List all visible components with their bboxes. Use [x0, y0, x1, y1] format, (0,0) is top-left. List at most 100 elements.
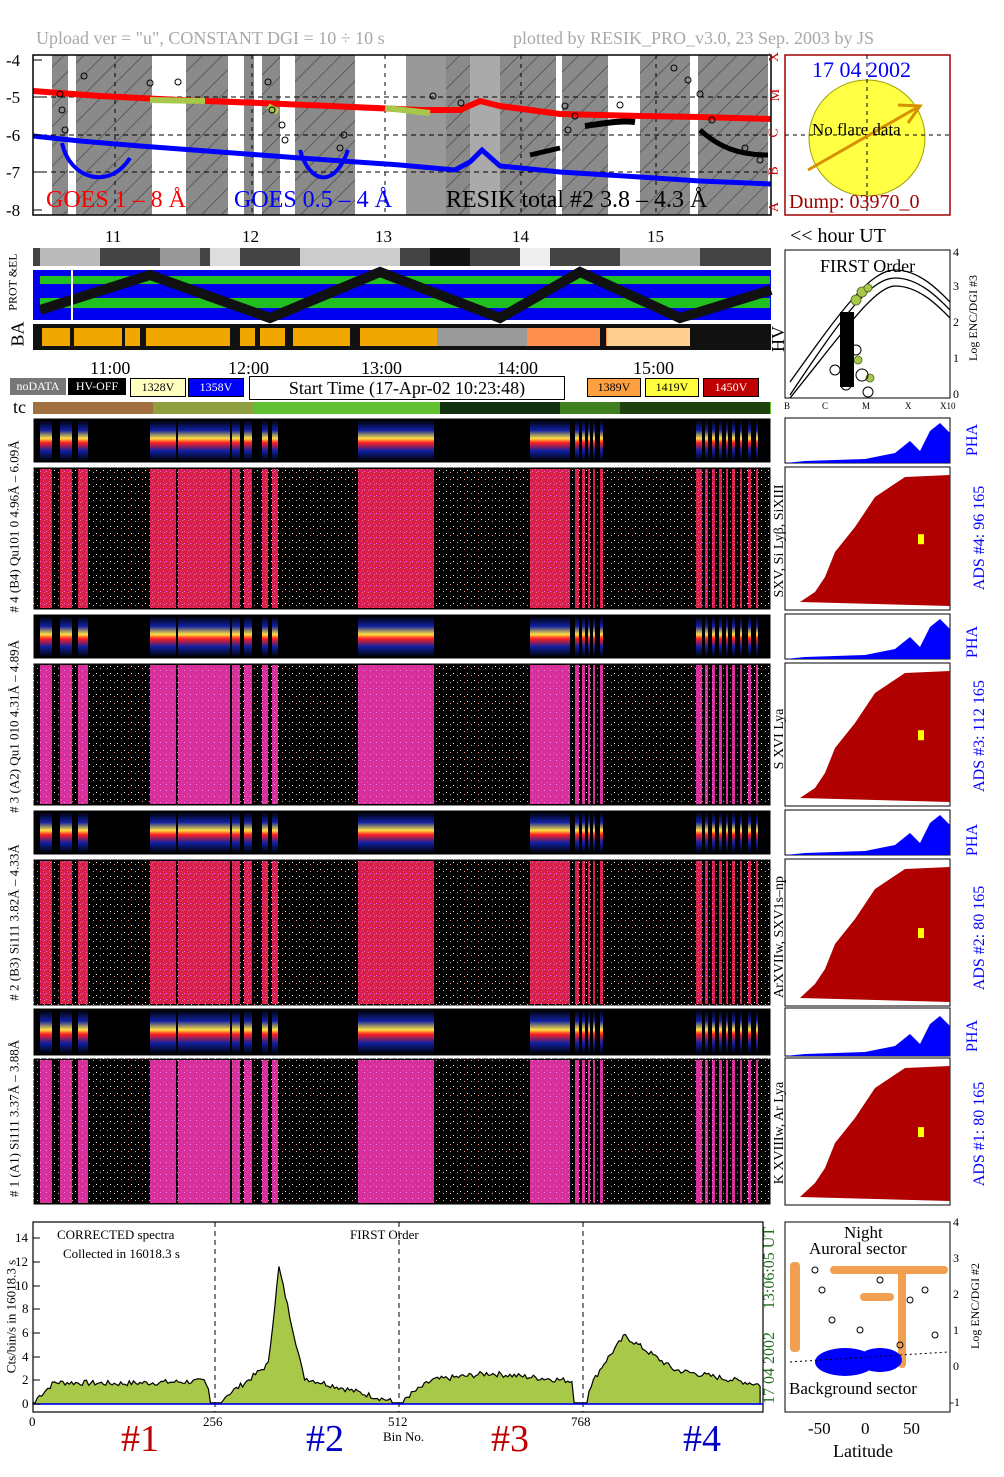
pha-band: [740, 616, 742, 657]
pha-strip: [33, 418, 771, 463]
orbit-ytick: 1: [953, 1323, 959, 1337]
spectrogram-band: [582, 1060, 585, 1203]
channel-label-2: # 2 (B3) Si111 3.82Å – 4.33Å: [6, 844, 22, 1001]
time-tick: 15:00: [633, 358, 675, 378]
plotted-by: plotted by RESIK_PRO_v3.0, 23 Sep. 2003 …: [513, 28, 875, 48]
spectrum-collected: Collected in 16018.3 s: [63, 1246, 180, 1261]
pha-histogram-frame: [784, 1007, 951, 1057]
pha-frame: [32, 417, 772, 464]
pha-strip: [33, 614, 771, 659]
spectrogram-band: [262, 1060, 268, 1203]
spectrogram-band: [756, 1060, 758, 1203]
spectrogram-band: [748, 469, 751, 608]
legend-start-time: Start Time (17-Apr-02 10:23:48): [249, 376, 565, 400]
pha-band: [244, 812, 252, 853]
ads-histogram-frame: [784, 858, 951, 1007]
channel-lines-4: SXV, Si Lyβ, SiXIII: [772, 484, 787, 598]
spectrogram-band: [756, 861, 758, 1004]
spectrogram-band: [748, 861, 751, 1004]
hour-tick: 11: [105, 227, 122, 246]
pha-band: [272, 420, 278, 461]
spectrogram-strip: [33, 663, 771, 806]
spectrogram-band: [740, 665, 742, 804]
spectrum-corrected: CORRECTED spectra: [57, 1227, 175, 1242]
spectrogram-band: [600, 861, 603, 1004]
first-order-xtick: C: [822, 401, 829, 411]
spectrum-ytick: 14: [15, 1230, 28, 1245]
spectrogram-frame: [32, 662, 772, 807]
pha-band: [726, 616, 728, 657]
pha-band: [262, 812, 268, 853]
spectrum-xtick: 256: [203, 1414, 223, 1429]
status-label-hv: HV: [768, 326, 788, 352]
pha-band: [593, 812, 595, 853]
spectrogram-band: [696, 861, 702, 1004]
ads-label-3: ADS #3: 112 165: [971, 680, 988, 792]
channel-label-3: # 3 (A2) Qu1 010 4.31Å – 4.89Å: [6, 640, 22, 813]
spectrogram-band: [40, 861, 52, 1004]
spectrogram-strip: [33, 467, 771, 610]
spectrum-ytick: 10: [15, 1278, 28, 1293]
pha-label-4: PHA: [964, 423, 982, 457]
spectrogram-band: [582, 469, 585, 608]
channel-lines-3: S XVI Lya: [772, 708, 787, 770]
spectrum-xtick: 768: [571, 1414, 591, 1429]
hour-ut-label: << hour UT: [790, 225, 886, 247]
pha-band: [748, 1010, 751, 1054]
pha-band: [696, 616, 702, 657]
spectrum-ytick: 12: [15, 1254, 28, 1269]
channel-mark-1: #1: [121, 1418, 159, 1460]
pha-band: [582, 812, 585, 853]
spectrogram-band: [582, 665, 585, 804]
spectrogram-band: [178, 469, 230, 608]
spectrogram-band: [530, 665, 570, 804]
channel-mark-2: #2: [306, 1418, 344, 1460]
spectrogram-band: [748, 1060, 751, 1203]
goes-class-letter: M: [768, 88, 784, 102]
spectrogram-band: [732, 861, 735, 1004]
pha-band: [756, 812, 758, 853]
orbit-xtick: 50: [903, 1419, 920, 1438]
pha-band: [732, 616, 735, 657]
spectrogram-band: [358, 665, 434, 804]
spectrogram-band: [358, 1060, 434, 1203]
ads-marker: [918, 1127, 924, 1138]
spectrogram-band: [756, 665, 758, 804]
orbit-ytick: 0: [953, 1359, 959, 1373]
legend-goes-short: GOES 0.5 – 4 Å: [234, 187, 393, 213]
pha-band: [696, 420, 702, 461]
spectrogram-band: [178, 861, 230, 1004]
pha-band: [78, 1010, 88, 1054]
pha-band: [60, 1010, 72, 1054]
legend-nodata: noDATA: [10, 378, 66, 395]
first-order-ytick: 0: [953, 387, 959, 401]
spectrogram-band: [272, 861, 278, 1004]
spectrogram-band: [358, 861, 434, 1004]
legend-resik: RESIK total #2 3.8 – 4.3 Å: [446, 187, 708, 213]
orbit-night: Night: [844, 1223, 883, 1242]
pha-band: [40, 812, 52, 853]
legend-hvoff: HV-OFF: [68, 378, 126, 395]
spectrogram-band: [60, 861, 72, 1004]
goes-class-letter: A: [767, 201, 783, 213]
spectrogram-band: [756, 469, 758, 608]
first-order-right-label: Log ENC/DGI #3: [966, 275, 980, 361]
spectrogram-strip: [33, 1058, 771, 1205]
pha-band: [244, 1010, 252, 1054]
spectrogram-band: [60, 1060, 72, 1203]
channel-label-1: # 1 (A1) Si111 3.37Å – 3.88Å: [6, 1039, 22, 1198]
time-tick: 11:00: [90, 358, 131, 378]
pha-band: [696, 812, 702, 853]
spectrogram-band: [593, 1060, 595, 1203]
pha-frame: [32, 1007, 772, 1057]
pha-histogram-frame: [784, 613, 951, 660]
spectrogram-band: [178, 665, 230, 804]
pha-band: [40, 420, 52, 461]
spectrogram-band: [705, 1060, 708, 1203]
pha-band: [262, 1010, 268, 1054]
goes-ytick: -4: [6, 51, 21, 70]
spectrogram-band: [582, 861, 585, 1004]
pha-band: [272, 616, 278, 657]
spectrum-ytick: 2: [22, 1372, 29, 1387]
spectrogram-band: [696, 665, 702, 804]
